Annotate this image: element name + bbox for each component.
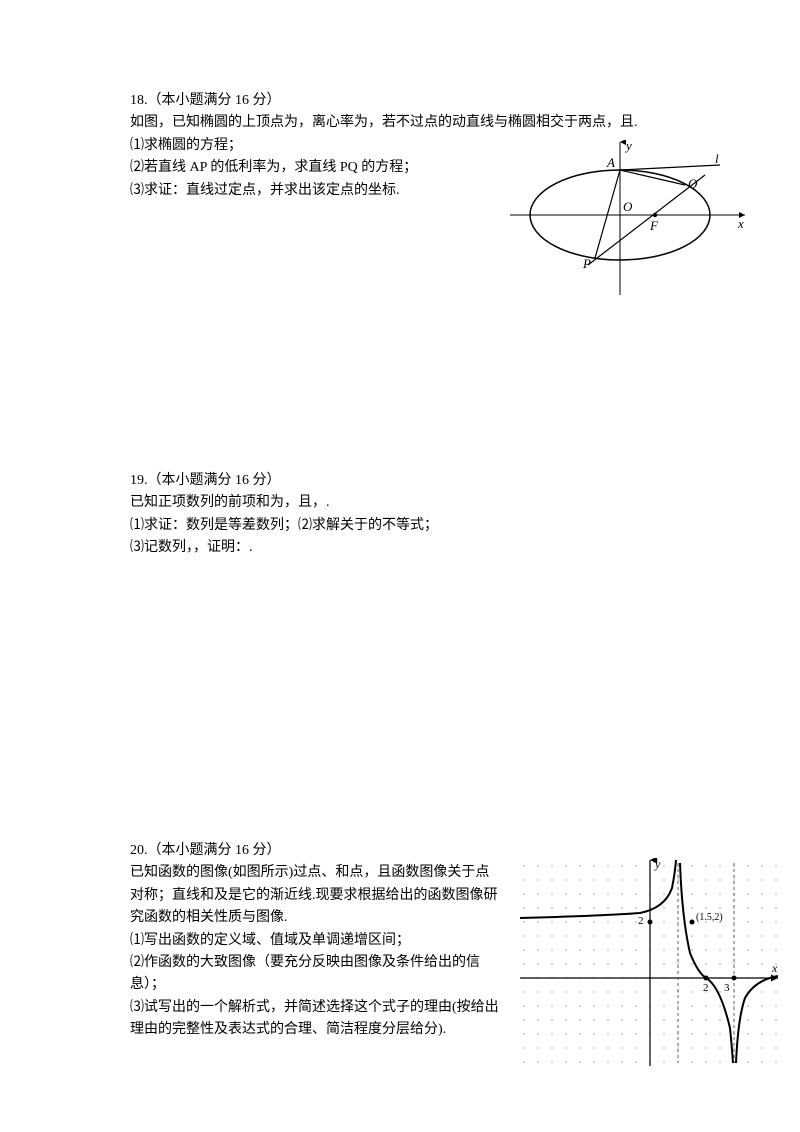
- label-Q: Q: [688, 176, 698, 191]
- p20-q2: ⑵作函数的大致图像（要充分反映由图像及条件给出的信息）；: [130, 952, 500, 997]
- curve-right: [736, 976, 778, 1063]
- problem-18: 18.（本小题满分 16 分） 如图，已知椭圆的上顶点为，离心率为，若不过点的动…: [130, 90, 740, 450]
- problem-19-title: 19.（本小题满分 16 分）: [130, 470, 740, 492]
- pt-0-2: [648, 920, 653, 925]
- p19-q3: ⑶记数列，，证明：.: [130, 537, 740, 559]
- p19-line1: 已知正项数列的前项和为，且，.: [130, 492, 740, 514]
- label-P: P: [582, 256, 591, 271]
- p20-figure: x y 2 2 3 (1.5,2): [520, 858, 780, 1073]
- p20-q3: ⑶试写出的一个解析式，并简述选择这个式子的理由(按给出理由的完整性及表达式的合理…: [130, 997, 500, 1042]
- point-F: [653, 213, 657, 217]
- line-l: [620, 165, 720, 170]
- p18-line1: 如图，已知椭圆的上顶点为，离心率为，若不过点的动直线与椭圆相交于两点，且.: [130, 112, 740, 134]
- label-center: (1.5,2): [696, 912, 723, 923]
- label-x: x: [737, 216, 744, 231]
- problem-20-body: 已知函数的图像(如图所示)过点、和点，且函数图像关于点对称；直线和及是它的渐近线…: [130, 862, 500, 1041]
- problem-19-body: 已知正项数列的前项和为，且，. ⑴求证：数列是等差数列；⑵求解关于的不等式； ⑶…: [130, 492, 740, 559]
- problem-19: 19.（本小题满分 16 分） 已知正项数列的前项和为，且，. ⑴求证：数列是等…: [130, 470, 740, 820]
- p19-q1q2: ⑴求证：数列是等差数列；⑵求解关于的不等式；: [130, 515, 740, 537]
- curve-left: [520, 860, 676, 918]
- line-AP: [595, 170, 620, 258]
- label-y: y: [624, 140, 632, 153]
- problem-20: 20.（本小题满分 16 分） 已知函数的图像(如图所示)过点、和点，且函数图像…: [130, 840, 740, 1100]
- label-l: l: [715, 151, 719, 166]
- p18-figure: x y A O F P Q l: [510, 140, 750, 305]
- pt-2-0: [704, 976, 709, 981]
- label-y-20: y: [654, 858, 661, 871]
- pt-1p5-2: [690, 920, 695, 925]
- p20-line1: 已知函数的图像(如图所示)过点、和点，且函数图像关于点对称；直线和及是它的渐近线…: [130, 862, 500, 929]
- label-O: O: [623, 199, 633, 214]
- label-2x: 2: [703, 982, 709, 994]
- label-2y: 2: [638, 915, 644, 927]
- problem-18-title: 18.（本小题满分 16 分）: [130, 90, 740, 112]
- curve-mid: [680, 863, 733, 1063]
- p20-q1: ⑴写出函数的定义域、值域及单调递增区间；: [130, 930, 500, 952]
- label-F: F: [649, 218, 659, 233]
- pt-3-0: [732, 976, 737, 981]
- label-A: A: [606, 155, 615, 170]
- label-3x: 3: [724, 982, 730, 994]
- label-x-20: x: [771, 961, 778, 975]
